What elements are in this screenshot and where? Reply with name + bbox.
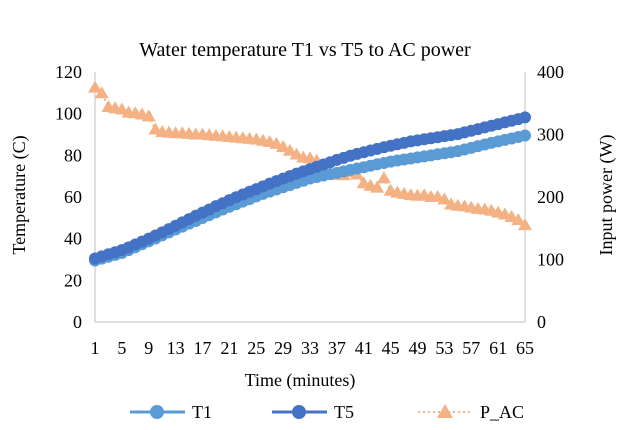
series-t5 (89, 111, 531, 265)
x-axis: 1 5 9 13 17 21 25 29 33 37 41 45 49 53 57 61 65 (91, 321, 534, 358)
legend-marker (150, 405, 164, 419)
legend-marker (437, 404, 453, 418)
legend-item-t5: T5 (272, 402, 354, 422)
data-point (141, 109, 156, 122)
x-tick-label: 5 (117, 338, 126, 358)
series-t1 (89, 129, 531, 267)
y-tick-label: 0 (73, 312, 82, 332)
chart-title: Water temperature T1 vs T5 to AC power (139, 39, 471, 61)
x-tick-label: 53 (435, 338, 453, 358)
x-tick-label: 13 (167, 338, 185, 358)
series-layer (88, 80, 532, 267)
y-axis-left: 0 20 40 60 80 100 120 (55, 62, 96, 332)
y-tick-label: 60 (64, 187, 82, 207)
data-point (376, 171, 391, 184)
y-axis-right: 0 100 200 300 400 (524, 62, 564, 332)
x-axis-label: Time (minutes) (245, 370, 356, 391)
legend: T1 T5 P_AC (130, 402, 524, 422)
x-tick-label: 45 (382, 338, 400, 358)
y2-tick-label: 300 (537, 125, 564, 145)
data-point (370, 180, 385, 193)
y2-tick-label: 0 (537, 312, 546, 332)
x-tick-label: 25 (247, 338, 265, 358)
x-tick-label: 37 (328, 338, 346, 358)
legend-label: T5 (334, 402, 354, 422)
data-point (518, 218, 532, 231)
legend-marker (292, 405, 306, 419)
data-point (437, 192, 452, 205)
legend-label: T1 (192, 402, 212, 422)
y-tick-label: 100 (55, 104, 82, 124)
x-tick-label: 9 (144, 338, 153, 358)
x-tick-label: 17 (194, 338, 212, 358)
y-tick-label: 40 (64, 229, 82, 249)
x-tick-label: 21 (220, 338, 238, 358)
y2-tick-label: 200 (537, 187, 564, 207)
x-tick-label: 49 (409, 338, 427, 358)
data-point (519, 129, 531, 142)
data-point (88, 80, 102, 93)
y2-axis-label: Input power (W) (596, 135, 617, 256)
data-point (282, 143, 297, 156)
x-tick-label: 57 (462, 338, 480, 358)
x-tick-label: 29 (274, 338, 292, 358)
y-axis-label: Temperature (C) (9, 135, 30, 254)
data-point (276, 140, 291, 152)
x-tick-label: 33 (301, 338, 319, 358)
data-point (519, 111, 531, 124)
y-tick-label: 20 (64, 270, 82, 290)
y-tick-label: 120 (55, 62, 82, 82)
data-point (511, 213, 526, 226)
y2-tick-label: 400 (537, 62, 564, 82)
legend-item-t1: T1 (130, 402, 212, 422)
y2-tick-label: 100 (537, 250, 564, 270)
data-point (94, 86, 109, 99)
y-tick-label: 80 (64, 145, 82, 165)
legend-label: P_AC (480, 402, 524, 422)
x-tick-label: 65 (516, 338, 534, 358)
x-tick-label: 61 (489, 338, 507, 358)
x-tick-label: 1 (91, 338, 100, 358)
x-tick-label: 41 (355, 338, 373, 358)
legend-item-p-ac: P_AC (418, 402, 524, 422)
